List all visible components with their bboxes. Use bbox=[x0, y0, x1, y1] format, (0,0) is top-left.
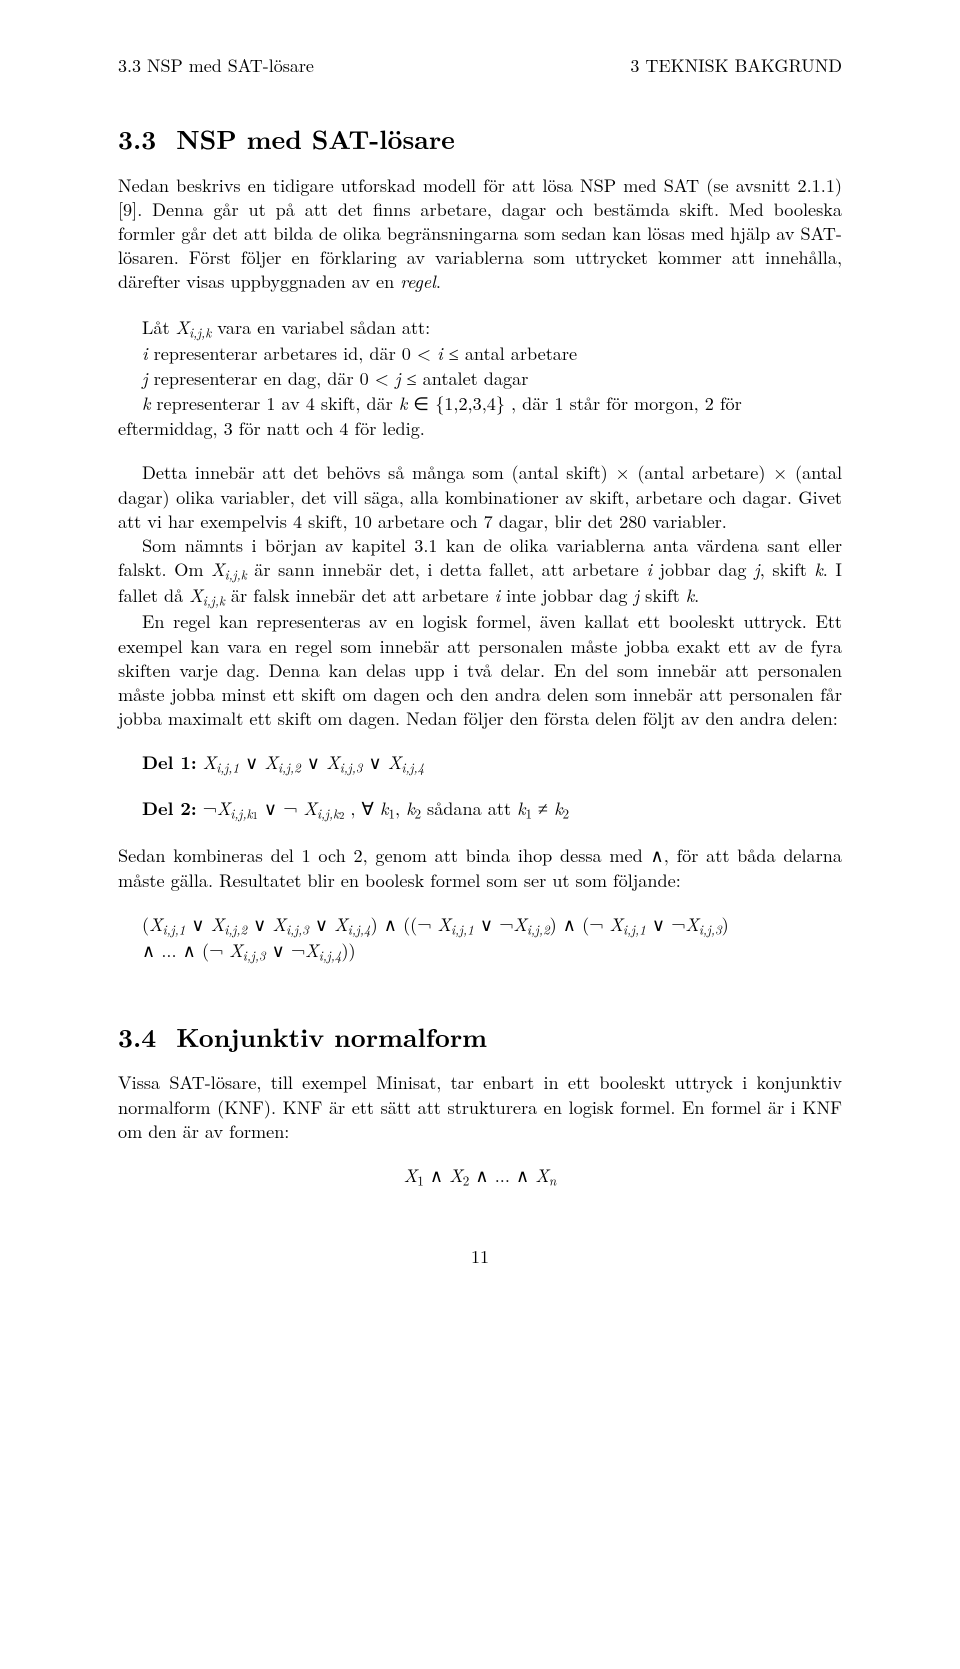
variable-definition-block: Låt Xi,j,k vara en variabel sådan att: i… bbox=[118, 315, 842, 441]
section-3-3-heading: 3.3 NSP med SAT-lösare bbox=[118, 122, 842, 157]
section-3-4-heading: 3.4 Konjunktiv normalform bbox=[118, 1020, 842, 1055]
section-3-3-para-4: En regel kan representeras av en logisk … bbox=[118, 609, 842, 730]
section-number: 3.3 bbox=[118, 120, 156, 157]
section-3-3-para-5: Sedan kombineras del 1 och 2, genom att … bbox=[118, 843, 842, 891]
section-title: NSP med SAT-lösare bbox=[176, 120, 455, 157]
section-number: 3.4 bbox=[118, 1018, 156, 1055]
i-line: i representerar arbetares id, där 0 < i … bbox=[118, 341, 842, 366]
running-header-left: 3.3 NSP med SAT-lösare bbox=[118, 54, 314, 78]
let-line: Låt Xi,j,k vara en variabel sådan att: bbox=[118, 315, 842, 341]
section-3-3-para-1: Nedan beskrivs en tidigare utforskad mod… bbox=[118, 173, 842, 295]
running-header: 3.3 NSP med SAT-lösare 3 TEKNISK BAKGRUN… bbox=[118, 54, 842, 78]
k-line-2: eftermiddag, 3 för natt och 4 för ledig. bbox=[118, 416, 842, 440]
del-2-line: Del 2: ¬Xi,j,k1 ∨ ¬ Xi,j,k2 , ∀ k1, k2 s… bbox=[118, 796, 842, 823]
page-number: 11 bbox=[118, 1245, 842, 1269]
page: 3.3 NSP med SAT-lösare 3 TEKNISK BAKGRUN… bbox=[0, 0, 960, 1329]
del-1-label: Del 1: bbox=[142, 749, 197, 775]
term-regel: regel bbox=[400, 269, 436, 294]
k-line-1: k representerar 1 av 4 skift, där k ∈ {1… bbox=[118, 391, 842, 416]
running-header-right: 3 TEKNISK BAKGRUND bbox=[630, 54, 842, 78]
j-line: j representerar en dag, där 0 < j ≤ anta… bbox=[118, 366, 842, 391]
del-2-label: Del 2: bbox=[142, 795, 197, 821]
section-3-3-para-2: Detta innebär att det behövs så många so… bbox=[118, 460, 842, 533]
combined-formula: (Xi,j,1 ∨ Xi,j,2 ∨ Xi,j,3 ∨ Xi,j,4) ∧ ((… bbox=[118, 912, 842, 964]
del-1-line: Del 1: Xi,j,1 ∨ Xi,j,2 ∨ Xi,j,3 ∨ Xi,j,4 bbox=[118, 750, 842, 776]
cnf-formula: X1 ∧ X2 ∧ ... ∧ Xn bbox=[118, 1163, 842, 1189]
section-3-4-para-1: Vissa SAT-lösare, till exempel Minisat, … bbox=[118, 1070, 842, 1143]
section-3-3-para-3: Som nämnts i början av kapitel 3.1 kan d… bbox=[118, 533, 842, 609]
section-title: Konjunktiv normalform bbox=[176, 1018, 487, 1055]
